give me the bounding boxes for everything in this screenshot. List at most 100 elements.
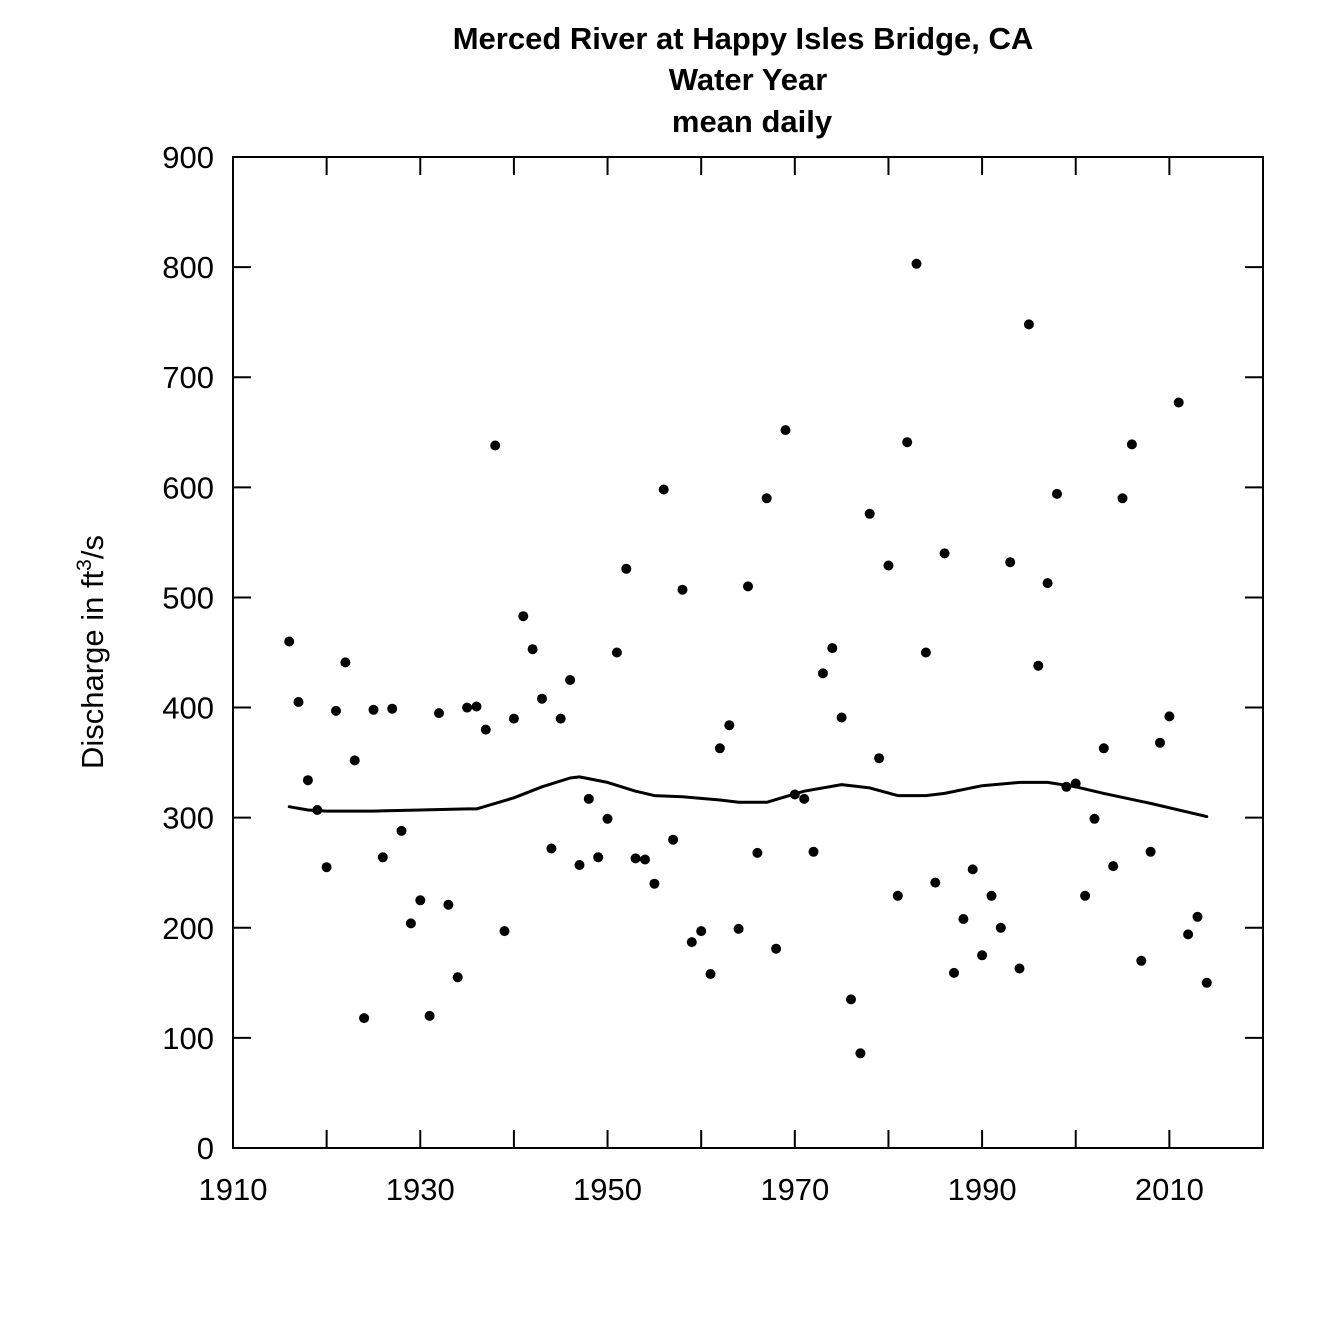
chart-title-line-2: Water Year	[669, 62, 828, 97]
data-point	[808, 846, 819, 857]
data-point	[640, 854, 650, 865]
y-tick-label: 700	[162, 360, 214, 395]
x-axis-tick-labels: 1910 1930 1950 1970 1990 2010	[199, 1172, 1204, 1207]
y-axis-tick-labels: 0 100 200 300 400 500 600 700 800 900	[162, 140, 214, 1166]
data-point	[349, 755, 360, 766]
data-point	[864, 508, 875, 519]
y-tick-label: 300	[162, 801, 214, 836]
data-point	[602, 813, 613, 824]
smoothed-trend-line	[287, 775, 1209, 819]
data-point	[892, 890, 903, 901]
y-tick-label: 500	[162, 580, 214, 615]
data-point	[836, 712, 847, 723]
data-point	[1033, 660, 1044, 671]
data-point	[1192, 911, 1203, 922]
data-point	[284, 636, 295, 647]
data-point	[1145, 846, 1156, 857]
data-point	[1126, 439, 1137, 450]
data-point	[368, 704, 379, 715]
data-point	[920, 647, 931, 658]
data-point	[733, 923, 744, 934]
data-point	[593, 852, 604, 863]
x-axis-ticks	[232, 157, 1171, 1148]
data-point	[340, 657, 351, 668]
data-point	[995, 922, 1006, 933]
chart-title-line-1: Merced River at Happy Isles Bridge, CA	[453, 21, 1034, 56]
chart-title-line-3: mean daily	[672, 104, 833, 139]
data-point	[1117, 493, 1128, 504]
data-point	[1183, 929, 1194, 940]
data-point	[583, 793, 594, 804]
data-point	[1108, 861, 1119, 872]
data-point	[780, 425, 791, 436]
x-tick-label: 1910	[199, 1172, 268, 1207]
data-point	[1098, 743, 1109, 754]
data-point	[1023, 319, 1034, 330]
data-point	[958, 914, 969, 924]
data-point	[621, 563, 632, 574]
data-point	[789, 789, 800, 800]
y-axis-label-main: Discharge in ft	[75, 570, 110, 769]
data-point	[405, 918, 416, 929]
data-point	[565, 675, 576, 685]
data-point	[977, 950, 988, 961]
y-axis-label: Discharge in ft3/s	[73, 535, 110, 769]
data-point	[1155, 737, 1165, 748]
y-tick-label: 900	[162, 140, 214, 175]
data-point	[1042, 578, 1053, 589]
data-point	[827, 643, 838, 654]
x-tick-label: 1930	[386, 1172, 455, 1207]
data-point	[855, 1048, 866, 1059]
data-point	[874, 753, 885, 764]
data-point	[649, 878, 660, 889]
data-point	[846, 994, 856, 1005]
data-point	[883, 560, 894, 571]
chart-title: Merced River at Happy Isles Bridge, CA W…	[453, 21, 1034, 139]
data-point	[555, 713, 566, 724]
y-tick-label: 100	[162, 1021, 214, 1056]
data-point	[949, 967, 959, 978]
x-tick-label: 1950	[573, 1172, 642, 1207]
data-point	[1052, 488, 1062, 499]
data-point	[387, 703, 398, 714]
data-point	[1201, 977, 1212, 988]
data-point	[705, 969, 716, 979]
data-point	[771, 943, 782, 954]
data-point	[434, 708, 444, 719]
data-point	[537, 693, 547, 704]
data-point	[462, 702, 473, 713]
data-point	[817, 668, 828, 679]
x-tick-label: 2010	[1135, 1172, 1204, 1207]
data-point	[967, 864, 978, 875]
data-point	[677, 584, 688, 595]
data-point	[490, 440, 501, 451]
data-point	[574, 860, 585, 870]
data-point	[696, 926, 707, 937]
data-point	[1080, 890, 1091, 901]
data-point	[377, 852, 388, 863]
data-point	[321, 862, 332, 873]
data-points	[284, 258, 1212, 1059]
data-point	[658, 484, 669, 495]
data-point	[443, 899, 454, 910]
data-point	[724, 720, 735, 731]
data-point	[686, 937, 697, 948]
data-point	[424, 1010, 435, 1021]
data-point	[611, 647, 622, 658]
data-point	[1164, 711, 1175, 722]
data-point	[1136, 955, 1147, 966]
data-point	[471, 701, 482, 712]
y-tick-label: 200	[162, 911, 214, 946]
data-point	[302, 775, 313, 786]
y-tick-label: 400	[162, 691, 214, 726]
data-point	[986, 890, 997, 901]
y-axis-label-superscript: 3	[73, 559, 96, 571]
data-point	[452, 972, 463, 983]
x-tick-label: 1970	[760, 1172, 829, 1207]
data-point	[508, 713, 519, 724]
y-axis-ticks	[233, 156, 1263, 1149]
data-point	[930, 877, 941, 888]
data-point	[1061, 781, 1072, 792]
data-point	[911, 258, 922, 269]
